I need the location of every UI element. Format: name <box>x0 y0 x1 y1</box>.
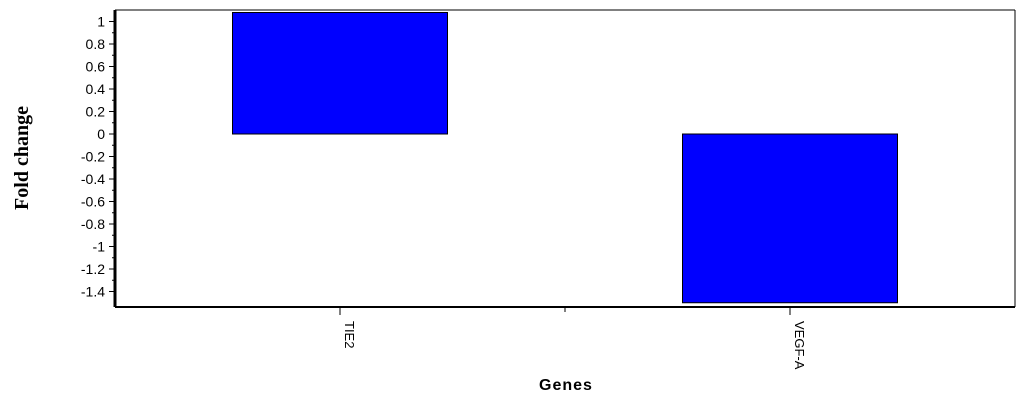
y-tick-label: -1 <box>93 239 106 255</box>
y-tick-label: -1.4 <box>81 284 105 300</box>
bar-tie2 <box>232 12 448 135</box>
y-tick-label: 0.2 <box>86 104 106 120</box>
y-tick-label: 0 <box>97 126 105 142</box>
y-tick-label: 0.8 <box>86 36 106 52</box>
x-tick-label-vegf-a: VEGF-A <box>792 321 807 370</box>
bar-vegf-a <box>682 133 898 304</box>
y-tick-label: -0.6 <box>81 194 105 210</box>
y-tick-label: -1.2 <box>81 261 105 277</box>
x-axis-label: Genes <box>539 377 593 394</box>
y-tick-label: 0.6 <box>86 59 106 75</box>
y-axis-label: Fold change <box>11 106 33 210</box>
y-tick-label: -0.4 <box>81 171 105 187</box>
x-tick-label-tie2: TIE2 <box>342 321 357 348</box>
y-tick-label: 0.4 <box>86 81 106 97</box>
y-tick-label: -0.8 <box>81 216 105 232</box>
y-tick-label: 1 <box>97 14 105 30</box>
y-tick-label: -0.2 <box>81 149 105 165</box>
